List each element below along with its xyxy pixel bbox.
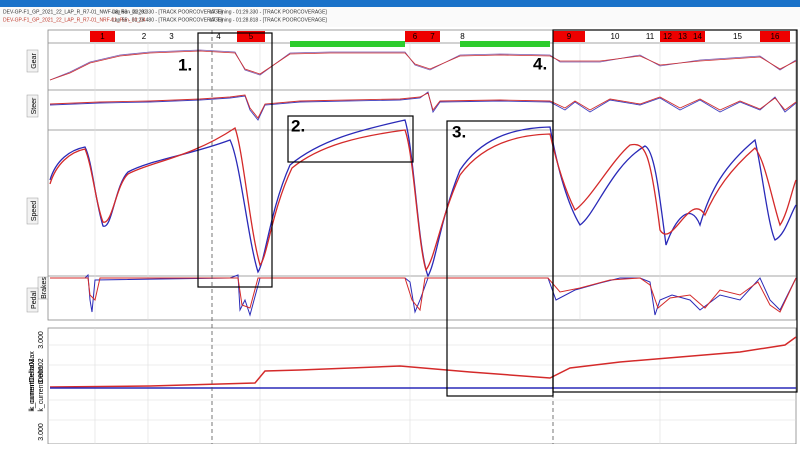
channel-labels: Gear Steer Speed Brakes Pedal k_currentD… — [26, 49, 49, 441]
sector-highlight — [553, 31, 585, 42]
sector-label: 16 — [771, 32, 780, 41]
sector-label: 9 — [567, 32, 572, 41]
sector-label: 12 — [663, 32, 672, 41]
channel-label: Steer — [31, 97, 38, 114]
straight-marker — [290, 41, 405, 47]
lap-info: Lap 58 - 01:29.330 - [TRACK POORCOVERAGE… — [112, 9, 223, 15]
lap-compare: LT Timing - 01:28.818 - [TRACK POORCOVER… — [210, 17, 327, 23]
sector-label: 13 — [678, 32, 687, 41]
channel-label: Pedal — [31, 291, 38, 309]
sector-highlight — [675, 31, 690, 42]
sector-label: 1 — [100, 32, 105, 41]
sector-label: 6 — [413, 32, 418, 41]
sector-label: 11 — [646, 32, 655, 41]
lap-file: DEV-GP-F1_GP_2021_22_LAP_R_R7-01_NRF-01_… — [3, 17, 146, 23]
sector-highlight — [90, 31, 115, 42]
channel-label: Speed — [31, 201, 38, 221]
sector-label: 10 — [611, 32, 620, 41]
sector-highlight — [690, 31, 705, 42]
scale-label: 3.000 — [38, 423, 45, 441]
annotation: 2. — [291, 116, 305, 135]
lap-info: Lap 55 - 01:28.480 - [TRACK POORCOVERAGE… — [112, 17, 223, 23]
sector-label: 7 — [430, 32, 435, 41]
scale-label: 3.000 — [38, 331, 45, 349]
delta-label: k_currentDeltaMax — [29, 351, 36, 410]
sector-label: 5 — [249, 32, 254, 41]
header — [0, 7, 800, 27]
sector-highlight — [425, 31, 440, 42]
sector-label: 3 — [169, 32, 174, 41]
sector-label: 2 — [142, 32, 147, 41]
sector-highlight — [405, 31, 425, 42]
sector-bar: 1 2 3 4 5 6 7 8 9 10 11 12 13 14 15 16 — [90, 31, 790, 42]
sector-label: 4 — [216, 32, 221, 41]
delta-label: k_currentDelta02 — [38, 358, 45, 411]
highlight-boxes — [197, 29, 798, 397]
scale-label: 3.000 — [38, 366, 45, 384]
traces — [49, 49, 797, 389]
sector-highlight — [237, 31, 265, 42]
title-bar — [0, 0, 800, 7]
channel-label: Gear — [31, 53, 38, 69]
sector-label: 8 — [460, 32, 465, 41]
sector-label: 15 — [733, 32, 742, 41]
lap-compare: LT Timing - 01:29.330 - [TRACK POORCOVER… — [210, 9, 327, 15]
sector-label: 14 — [693, 32, 702, 41]
annotation: 4. — [533, 54, 547, 73]
sector-highlight — [660, 31, 675, 42]
channel-label: Brakes — [41, 277, 48, 299]
annotation: 1. — [178, 55, 192, 74]
sector-highlight — [760, 31, 790, 42]
lap-file: DEV-GP-F1_GP_2021_22_LAP_R_R7-01_NWF-08_… — [3, 9, 147, 15]
annotation: 3. — [452, 122, 466, 141]
delta-label: k_currentDelta01 — [29, 358, 36, 411]
straight-marker — [460, 41, 550, 47]
